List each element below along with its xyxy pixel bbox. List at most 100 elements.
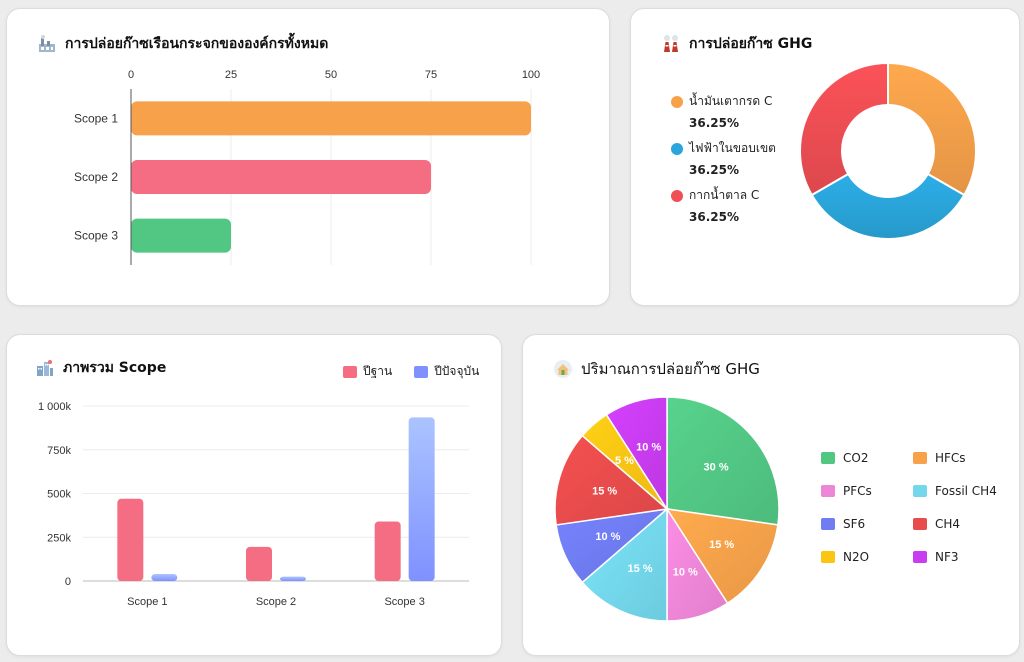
- legend-label-base-year: ปีฐาน: [363, 364, 393, 378]
- legend-label-current-year: ปีปัจจุบัน: [434, 364, 480, 378]
- pie-slice: [665, 508, 779, 605]
- pie-legend-item: N2O: [821, 550, 913, 564]
- pie-legend-label: PFCs: [843, 484, 872, 498]
- doughnut-legend-row: น้ำมันเตากรด C: [671, 92, 776, 111]
- pie-legend-item: SF6: [821, 517, 913, 531]
- h-tick-label: 50: [325, 69, 337, 81]
- pie-slice-label: 15 %: [627, 563, 652, 575]
- legend-swatch: [913, 485, 927, 497]
- pie-slice: [605, 396, 668, 512]
- doughnut-legend-value: 36.25%: [689, 210, 739, 224]
- doughnut-legend-item: กากน้ำตาล C 36.25%: [671, 186, 776, 224]
- pie-legend-item: NF3: [913, 550, 1003, 564]
- v-bar: [408, 417, 435, 581]
- ghg-emissions-card: การปล่อยก๊าซ GHG น้ำมันเตากรด C 36.25% ไฟฟ…: [630, 8, 1020, 306]
- v-bar: [246, 546, 272, 581]
- scope-grouped-bar-chart: 0 250k 500k 750k 1 000k Scope 1 Scope 2 Scope 3: [38, 401, 469, 608]
- city-icon: [37, 360, 53, 376]
- h-tick-label: 0: [128, 69, 134, 81]
- doughnut-legend-value: 36.25%: [689, 163, 739, 177]
- v-category-label: Scope 3: [384, 596, 424, 608]
- pie-legend-label: SF6: [843, 517, 866, 531]
- pie-legend-item: CO2: [821, 451, 913, 465]
- pie-legend-item: HFCs: [913, 451, 1003, 465]
- v-bar: [374, 521, 401, 581]
- pie-legend-item: CH4: [913, 517, 1003, 531]
- scope-overview-card: ภาพรวม Scope ปีฐาน ปีปัจจุบัน 0 250k 500k 7…: [6, 334, 502, 656]
- doughnut-slice: [887, 61, 977, 197]
- pie-slice-label: 10 %: [595, 531, 620, 543]
- pie-legend-label: Fossil CH4: [935, 484, 997, 498]
- house-icon: [554, 360, 572, 378]
- doughnut-slice: [810, 172, 966, 240]
- pie-legend-label: NF3: [935, 550, 959, 564]
- pie-slice: [581, 507, 668, 622]
- legend-swatch: [821, 452, 835, 464]
- v-category-label: Scope 1: [127, 596, 167, 608]
- pie-slice: [666, 396, 780, 526]
- doughnut-legend-label: ไฟฟ้าในขอบเขต: [689, 141, 776, 155]
- pie-slice-label: 10 %: [636, 442, 661, 454]
- doughnut-legend: น้ำมันเตากรด C 36.25% ไฟฟ้าในขอบเขต 36.25% ก…: [671, 92, 776, 233]
- pie-legend-label: HFCs: [935, 451, 966, 465]
- h-bar: [131, 160, 431, 194]
- h-tick-label: 75: [425, 69, 437, 81]
- v-category-label: Scope 2: [256, 596, 296, 608]
- pie-slice-label: 30 %: [704, 461, 729, 473]
- v-tick-label: 0: [65, 576, 71, 588]
- doughnut-legend-value: 36.25%: [689, 116, 739, 130]
- legend-swatch: [821, 518, 835, 530]
- org-emissions-card: การปล่อยก๊าซเรือนกระจกขององค์กรทั้งหมด 0…: [6, 8, 610, 306]
- h-category-label: Scope 1: [74, 111, 118, 125]
- legend-swatch-base-year: [343, 365, 357, 378]
- v-bar: [117, 498, 144, 581]
- h-tick-label: 25: [225, 69, 237, 81]
- ghg-emissions-title: การปล่อยก๊าซ GHG: [661, 33, 812, 55]
- v-bar: [280, 576, 306, 581]
- ghg-quantity-title-text: ปริมาณการปล่อยก๊าซ GHG: [581, 360, 760, 378]
- pie-legend-label: N2O: [843, 550, 870, 564]
- scope-legend: ปีฐาน ปีปัจจุบัน: [343, 362, 479, 381]
- pie-slice-label: 15 %: [709, 539, 734, 551]
- pie-slice-label: 10 %: [673, 566, 698, 578]
- legend-dot: [671, 189, 683, 202]
- v-bar: [151, 574, 178, 581]
- ghg-quantity-title: ปริมาณการปล่อยก๊าซ GHG: [553, 357, 760, 381]
- legend-dot: [671, 142, 683, 155]
- v-tick-label: 1 000k: [38, 401, 72, 413]
- doughnut-legend-row: ไฟฟ้าในขอบเขต: [671, 139, 776, 158]
- pie-legend-label: CO2: [843, 451, 869, 465]
- doughnut-slice: [799, 61, 889, 197]
- org-emissions-bar-chart: 0 25 50 75 100 Scope 1 Scope 2 Scope 3: [74, 69, 540, 265]
- ghg-emissions-title-text: การปล่อยก๊าซ GHG: [689, 36, 813, 52]
- doughnut-legend-label: น้ำมันเตากรด C: [689, 94, 773, 108]
- h-tick-label: 100: [522, 69, 540, 81]
- power-plant-icon: [664, 35, 678, 52]
- h-category-label: Scope 3: [74, 229, 118, 243]
- doughnut-legend-item: น้ำมันเตากรด C 36.25%: [671, 92, 776, 130]
- legend-swatch: [913, 452, 927, 464]
- v-tick-label: 500k: [47, 489, 71, 501]
- pie-legend-item: Fossil CH4: [913, 484, 1003, 498]
- ghg-quantity-card: ปริมาณการปล่อยก๊าซ GHG 30 % 15 % 10 % 15 % 1…: [522, 334, 1020, 656]
- pie-legend: CO2 HFCs PFCs Fossil CH4 SF6 CH4 N2O NF3: [821, 451, 1003, 564]
- pie-slice-label: 15 %: [592, 486, 617, 498]
- legend-swatch: [913, 551, 927, 563]
- legend-dot: [671, 95, 683, 108]
- pie-legend-label: CH4: [935, 517, 961, 531]
- org-emissions-title-text: การปล่อยก๊าซเรือนกระจกขององค์กรทั้งหมด: [65, 36, 329, 52]
- scope-overview-title-text: ภาพรวม Scope: [63, 360, 167, 376]
- factory-icon: [39, 35, 55, 52]
- doughnut-legend-item: ไฟฟ้าในขอบเขต 36.25%: [671, 139, 776, 177]
- pie-slice-label: 5 %: [615, 455, 634, 467]
- ghg-pie-chart: 30 %15 %10 %15 %10 %15 %5 %10 %: [554, 396, 780, 622]
- h-bar: [131, 218, 231, 253]
- v-tick-label: 750k: [47, 445, 71, 457]
- legend-swatch: [913, 518, 927, 530]
- org-emissions-title: การปล่อยก๊าซเรือนกระจกขององค์กรทั้งหมด: [37, 33, 328, 55]
- doughnut-legend-label: กากน้ำตาล C: [689, 188, 760, 202]
- pie-legend-item: PFCs: [821, 484, 913, 498]
- v-tick-label: 250k: [47, 532, 71, 544]
- legend-swatch: [821, 485, 835, 497]
- legend-swatch-current-year: [414, 365, 429, 378]
